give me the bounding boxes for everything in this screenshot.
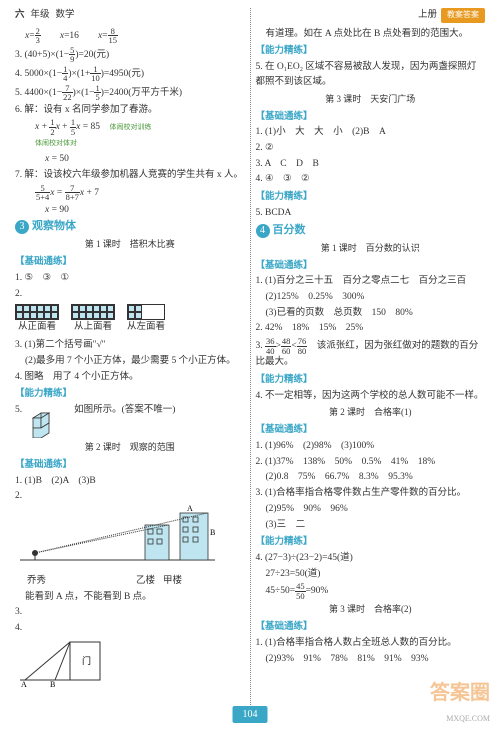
vol: 上册 xyxy=(418,8,437,23)
b1-4b: (2)125% 0.25% 300% xyxy=(256,290,486,305)
cat-base-2: 基础通练 xyxy=(15,458,245,473)
b3r: 3. A C D B xyxy=(256,157,486,172)
b1-6: 1. (1)合格率指合格人数占全班总人数的百分比。 xyxy=(256,636,486,651)
a4-5c: 45÷50=4550=90% xyxy=(256,582,486,600)
b1-5: 1. (1)96% (2)98% (3)100% xyxy=(256,439,486,454)
b1-4c: (3)已看的页数 总页数 150 80% xyxy=(256,306,486,321)
cube-icon xyxy=(28,403,68,438)
r-line1: 有道理。如在 A 点处比在 B 点处看到的范围大。 xyxy=(256,27,486,42)
b1-4: 1. (1)百分之三十五 百分之零点二七 百分之三百 xyxy=(256,274,486,289)
b2-2: 2. xyxy=(15,489,245,504)
grade-label: 年级 xyxy=(31,8,50,23)
q6-eq: x + 12x + 15x = 85 体闹校对训练体闹校对体对 xyxy=(15,118,245,151)
svg-text:B: B xyxy=(50,680,55,687)
b4: 4. 图略 用了 4 个小正方体。 xyxy=(15,370,245,385)
a4-5b: 27÷23=50(道) xyxy=(256,567,486,582)
a5r2: 5. BCDA xyxy=(256,206,486,221)
watermark: 答案圈 xyxy=(430,678,490,709)
a4-4: 4. 不一定相等，因为这两个学校的总人数可能不一样。 xyxy=(256,389,486,404)
b3b: (2)最多用 7 个小正方体，最少需要 5 个小正方体。 xyxy=(15,354,245,369)
door-figure: 门 A B xyxy=(15,637,115,687)
fig2-labels: 乔秀乙楼甲楼 xyxy=(15,574,245,589)
lesson-4: 第 1 课时 百分数的认识 xyxy=(256,242,486,256)
page-number: 104 xyxy=(233,706,268,724)
b3-5b: (2)95% 90% 96% xyxy=(256,502,486,517)
b1: 1. ⑤ ③ ① xyxy=(15,271,245,286)
q4: 4. 5000×(1−14)×(1+110)=4950(元) xyxy=(15,65,245,83)
cat-base-r4: 基础通练 xyxy=(256,620,486,635)
cat-ability-r4: 能力精练 xyxy=(256,535,486,550)
b1-6b: (2)93% 91% 78% 81% 91% 93% xyxy=(256,652,486,667)
a5-row: 5. 如图所示。(答案不唯一) xyxy=(15,403,245,438)
cat-base-r1: 基础通练 xyxy=(256,110,486,125)
svg-text:A: A xyxy=(187,505,193,513)
q7-ans: x = 90 xyxy=(15,203,245,218)
badge: 教案答案 xyxy=(441,8,485,22)
b3-2: 3. xyxy=(15,605,245,620)
b2: 2. xyxy=(15,287,245,302)
a4-5: 4. (27−3)÷(23−2)=45(道) xyxy=(256,551,486,566)
q6: 6. 解：设有 x 名同学参加了春游。 xyxy=(15,103,245,118)
lesson-1: 第 1 课时 搭积木比赛 xyxy=(15,238,245,252)
a5r: 5. 在 O₁EO₂ 区域不容易被敌人发现，因为两盏探照灯都照不到该区域。 xyxy=(256,60,486,89)
svg-text:B: B xyxy=(210,528,215,537)
header-left: 六 年级 数学 xyxy=(15,8,245,23)
svg-text:A: A xyxy=(21,680,27,687)
eq-line-1: x=23 x=16 x=815 xyxy=(15,27,245,45)
b2-5: 2. (1)37% 138% 50% 0.5% 41% 18% xyxy=(256,455,486,470)
building-figure: AB xyxy=(15,505,225,567)
cat-ability-1: 能力精练 xyxy=(15,387,245,402)
grid-figures: 从正面看 从上面看 从左面看 xyxy=(15,304,245,335)
q3: 3. (40+5)×(1−59)=20(元) xyxy=(15,46,245,64)
cat-base-r2: 基础通练 xyxy=(256,259,486,274)
lesson-5: 第 2 课时 合格率(1) xyxy=(256,406,486,420)
q6-ans: x = 50 xyxy=(15,152,245,167)
q5: 5. 4400×(1−722)×(1−15)=2400(万平方千米) xyxy=(15,84,245,102)
cat-base-1: 基础通练 xyxy=(15,255,245,270)
b1-2: 1. (1)B (2)A (3)B xyxy=(15,474,245,489)
b2-4: 2. 42% 18% 15% 25% xyxy=(256,321,486,336)
svg-text:门: 门 xyxy=(82,655,91,666)
q7-eq: 55+4x = 78+7x + 7 xyxy=(15,184,245,202)
q7: 7. 解：设该校六年级参加机器人竞赛的学生共有 x 人。 xyxy=(15,168,245,183)
cat-base-r3: 基础通练 xyxy=(256,423,486,438)
b2-5b: (2)0.8 75% 66.7% 8.3% 95.3% xyxy=(256,470,486,485)
b4-2: 4. xyxy=(15,621,245,636)
subject: 数学 xyxy=(56,8,75,23)
lesson-2: 第 2 课时 观察的范围 xyxy=(15,441,245,455)
lesson-3: 第 3 课时 天安门广场 xyxy=(256,93,486,107)
section-3: 3观察物体 xyxy=(15,218,245,235)
b3a: 3. (1)第二个括号画"√" xyxy=(15,338,245,353)
b1r: 1. (1)小 大 大 小 (2)B A xyxy=(256,125,486,140)
b4r: 4. ④ ③ ② xyxy=(256,172,486,187)
b3-5: 3. (1)合格率指合格零件数占生产零件数的百分比。 xyxy=(256,486,486,501)
cat-ability-r2: 能力精练 xyxy=(256,190,486,205)
b3-4: 3. 3640>4860<7680 该派张红，因为张红做对的题数的百分比最大。 xyxy=(256,337,486,370)
site-url: MXQE.COM xyxy=(446,713,490,725)
b3-5c: (3)三 二 xyxy=(256,518,486,533)
cat-ability-r3: 能力精练 xyxy=(256,373,486,388)
lesson-6: 第 3 课时 合格率(2) xyxy=(256,603,486,617)
b2-2-text: 能看到 A 点，不能看到 B 点。 xyxy=(15,590,245,605)
grade: 六 xyxy=(15,8,25,23)
b2r: 2. ② xyxy=(256,141,486,156)
header-right: 上册 教案答案 xyxy=(256,8,486,23)
cat-ability-r1: 能力精练 xyxy=(256,44,486,59)
section-4: 4百分数 xyxy=(256,222,486,239)
